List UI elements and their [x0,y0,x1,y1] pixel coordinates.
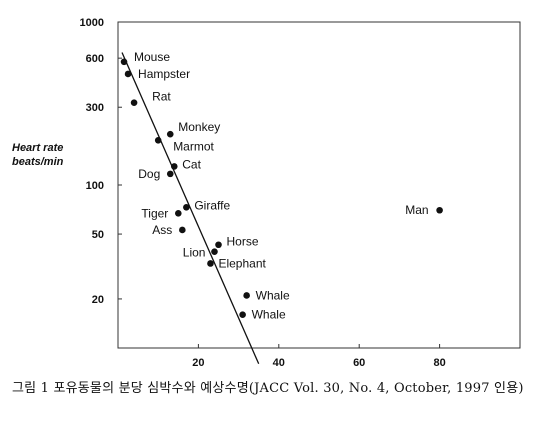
data-point [215,241,222,249]
y-tick-label: 20 [92,294,104,306]
x-tick-label: 20 [192,357,204,369]
data-point [207,260,214,267]
data-point-label: Lion [183,246,206,260]
data-point [243,292,250,299]
y-tick-label: 600 [86,53,104,65]
x-tick-label: 80 [433,357,445,369]
data-point-label: Elephant [218,256,266,270]
data-point-label: Monkey [178,120,220,134]
x-axis-ticks: 20 40 60 80 [192,344,446,369]
data-point [239,311,246,319]
data-point-label: Mouse [134,50,170,64]
y-axis-ticks: 1000 600 300 100 50 20 [80,17,122,306]
data-point [124,70,132,78]
x-tick-label: 40 [273,357,285,369]
data-point [175,210,182,217]
data-point [154,137,162,144]
data-point-label: Horse [227,235,259,249]
data-point [120,58,128,66]
data-point-label: Whale [256,288,290,302]
data-point [130,99,138,106]
data-point-label: Tiger [141,206,168,220]
data-point-label: Giraffe [194,198,230,212]
data-point [166,170,174,178]
figure-caption: 그림 1 포유동물의 분당 심박수와 예상수명(JACC Vol. 30, No… [12,381,524,396]
data-point [179,226,186,234]
data-point [170,163,178,170]
data-point [183,203,190,211]
data-point [211,248,218,255]
y-axis-label-line-2: beats/min [12,156,64,168]
data-point-label: Marmot [173,139,214,153]
y-tick-label: 1000 [80,17,104,29]
x-tick-label: 60 [353,357,365,369]
data-point-label: Cat [182,157,201,171]
y-tick-label: 300 [86,102,104,114]
y-tick-label: 100 [86,180,104,192]
regression-line [121,52,260,365]
y-axis-label-line-1: Heart rate [12,142,64,154]
data-points: Mouse Hampster Rat Monkey Marmot Cat Dog Giraff… [120,50,443,322]
data-point-label: Whale [252,308,286,322]
scatter-chart: 1000 600 300 100 50 20 20 40 60 80 Mouse Hampster… [80,17,521,369]
data-point-label: Man [405,203,428,217]
y-tick-label: 50 [92,229,104,241]
trend-line [121,52,260,365]
data-point-label: Dog [138,167,160,181]
data-point [436,206,443,214]
data-point [166,130,174,138]
data-point-label: Ass [152,223,172,237]
data-point-label: Hampster [138,67,190,81]
data-point-label: Rat [152,90,171,104]
